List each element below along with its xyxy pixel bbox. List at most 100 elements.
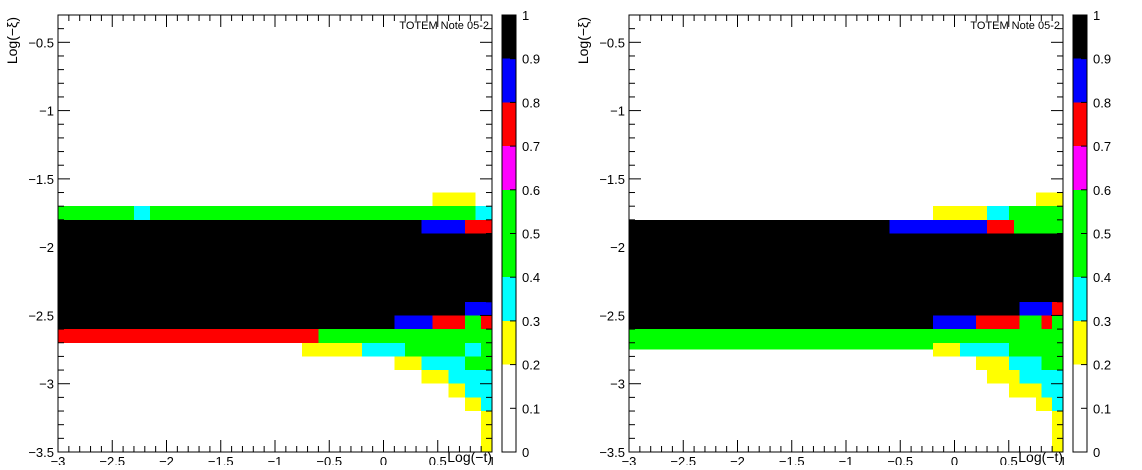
heatmap-cell xyxy=(464,219,492,234)
heatmap-cell xyxy=(1052,301,1063,316)
x-tick-label: −2.5 xyxy=(99,454,125,465)
heatmap-cell xyxy=(1035,192,1063,207)
colorbar-tick-label: 0.2 xyxy=(522,358,540,373)
heatmap-cell xyxy=(1052,411,1063,452)
heatmap-cell xyxy=(1041,315,1053,330)
colorbar-tick-label: 0.8 xyxy=(1093,95,1111,110)
heatmap-cell xyxy=(1019,301,1053,316)
colorbar-segment xyxy=(502,58,516,103)
heatmap-cell xyxy=(481,411,492,452)
colorbar-segment xyxy=(1073,408,1087,452)
colorbar-tick-label: 0 xyxy=(1093,445,1100,460)
heatmap-cell xyxy=(1014,219,1063,234)
y-tick-label: −1 xyxy=(610,104,625,119)
heatmap-cell xyxy=(475,206,492,220)
heatmap-cell xyxy=(1008,342,1063,357)
heatmap-cell xyxy=(464,315,482,330)
y-tick-label: −3 xyxy=(610,377,625,392)
chart-annotation: TOTEM Note 05-2 xyxy=(399,20,489,32)
heatmap-cell xyxy=(629,342,1009,350)
colorbar-segment xyxy=(502,408,516,452)
heatmap-cell xyxy=(1035,397,1053,412)
colorbar-tick-label: 0.3 xyxy=(522,314,540,329)
heatmap-cell xyxy=(481,342,492,357)
heatmap-cell xyxy=(1019,315,1042,330)
y-tick-label: −3 xyxy=(39,377,54,392)
colorbar-segment xyxy=(1073,320,1087,365)
colorbar-segment xyxy=(502,15,516,59)
x-axis-label: Log(−t) xyxy=(447,449,492,465)
colorbar-segment xyxy=(1073,233,1087,278)
heatmap-cell xyxy=(976,356,1009,371)
heatmap-cell xyxy=(629,219,1063,330)
y-tick-label: −2.5 xyxy=(28,308,54,323)
heatmap-cell xyxy=(1008,356,1042,371)
x-tick-label: −2 xyxy=(730,454,745,465)
y-tick-label: −2 xyxy=(610,240,625,255)
colorbar-tick-label: 0 xyxy=(522,445,529,460)
heatmap-cell xyxy=(481,315,492,330)
colorbar-tick-label: 0.1 xyxy=(522,401,540,416)
colorbar-tick-label: 0.3 xyxy=(1093,314,1111,329)
chart-annotation: TOTEM Note 05-2 xyxy=(970,20,1060,32)
x-tick-label: 0.5 xyxy=(429,454,447,465)
heatmap-cell xyxy=(405,342,465,357)
heatmap-chart-right: −3 −2.5 −2 −1.5 −1 −0.5 0 0.5 1−3.5−3−2.5−2−1.5−… xyxy=(575,8,1111,469)
y-tick-label: −1 xyxy=(39,104,54,119)
heatmap-cell xyxy=(464,301,492,316)
colorbar-tick-label: 0.7 xyxy=(522,139,540,154)
colorbar-tick-label: 0.5 xyxy=(1093,227,1111,242)
colorbar-segment xyxy=(1073,277,1087,321)
x-tick-label: −0.5 xyxy=(316,454,342,465)
x-tick-label: −1 xyxy=(268,454,283,465)
heatmap-cell xyxy=(361,342,406,357)
colorbar-segment xyxy=(502,320,516,365)
colorbar-segment xyxy=(1073,15,1087,59)
heatmap-cell xyxy=(133,206,151,220)
colorbar-segment xyxy=(1073,189,1087,234)
heatmap-cell xyxy=(481,397,492,412)
heatmap-cell xyxy=(464,342,482,357)
colorbar-segment xyxy=(502,102,516,147)
x-tick-label: 1 xyxy=(488,454,495,465)
heatmap-cell xyxy=(987,370,1020,384)
colorbar-tick-label: 0.2 xyxy=(1093,358,1111,373)
heatmap-chart-left: −3 −2.5 −2 −1.5 −1 −0.5 0 0.5 1−3.5−3−2.5−2−1.5−… xyxy=(4,8,540,469)
y-tick-label: −1.5 xyxy=(599,172,625,187)
heatmap-cell xyxy=(1019,370,1063,384)
x-tick-label: −2.5 xyxy=(670,454,696,465)
y-tick-label: −3.5 xyxy=(28,445,54,460)
heatmap-cell xyxy=(1052,315,1063,330)
heatmap-cell xyxy=(394,315,433,330)
heatmap-cell xyxy=(432,315,465,330)
colorbar-tick-label: 0.6 xyxy=(522,183,540,198)
heatmap-cell xyxy=(932,206,988,220)
colorbar: 0 0.1 0.2 0.3 0.4 0.5 0.6 0.7 0.8 0.9 1 xyxy=(1072,8,1111,460)
chart-panel-right: −3 −2.5 −2 −1.5 −1 −0.5 0 0.5 1 −3.5 −3 −2.5 −2 −1.5−… xyxy=(571,0,1142,469)
heatmap-cell xyxy=(629,329,1042,343)
colorbar-tick-label: 0.7 xyxy=(1093,139,1111,154)
colorbar-segment xyxy=(502,277,516,321)
x-tick-label: −1.5 xyxy=(779,454,805,465)
y-tick-label: −0.5 xyxy=(28,35,54,50)
x-tick-label: 0.5 xyxy=(1000,454,1018,465)
heatmap-cell xyxy=(1008,206,1063,220)
x-tick-label: 1 xyxy=(1059,454,1066,465)
x-tick-label: 0 xyxy=(951,454,958,465)
y-tick-label: −3.5 xyxy=(599,445,625,460)
heatmap-cell xyxy=(1008,383,1042,398)
heatmap-cell xyxy=(1041,383,1063,398)
colorbar: 0 0.1 0.2 0.3 0.4 0.5 0.6 0.7 0.8 0.9 1 xyxy=(501,8,540,460)
y-tick-label: −1.5 xyxy=(28,172,54,187)
y-axis-label: Log(−ξ) xyxy=(575,17,591,64)
heatmap-cell xyxy=(318,329,465,343)
colorbar-segment xyxy=(1073,364,1087,409)
x-axis-label: Log(−t) xyxy=(1018,449,1063,465)
y-tick-label: −2.5 xyxy=(599,308,625,323)
heatmap-cell xyxy=(421,219,465,234)
x-tick-label: −0.5 xyxy=(887,454,913,465)
heatmap-cell xyxy=(1052,329,1063,343)
colorbar-segment xyxy=(502,233,516,278)
colorbar-segment xyxy=(1073,58,1087,103)
x-tick-label: 0 xyxy=(380,454,387,465)
